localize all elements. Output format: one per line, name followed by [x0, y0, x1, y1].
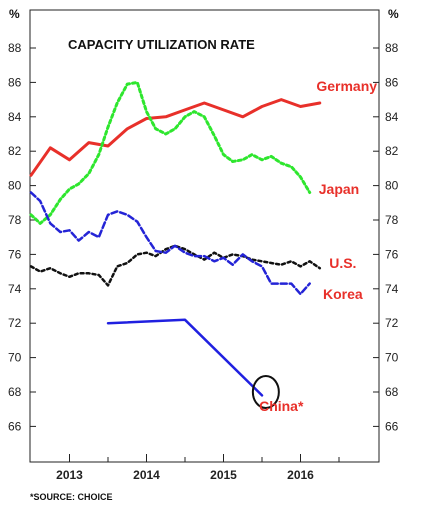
- x-tick-label: 2013: [56, 468, 83, 482]
- series-group: [29, 80, 322, 409]
- y-tick-label-left: 86: [8, 75, 22, 89]
- y-unit-left: %: [9, 7, 20, 21]
- china-highlight-ellipse: [251, 375, 280, 409]
- y-tick-label-left: 74: [8, 282, 22, 296]
- x-tick-label: 2015: [210, 468, 237, 482]
- series-label-china: China*: [259, 398, 304, 414]
- series-labels: Germany Japan U.S. Korea China*: [259, 78, 377, 414]
- y-axis-left: 66 68 70 72 74 76 78 80 82 84 86 88: [8, 41, 36, 433]
- y-tick-label-left: 76: [8, 247, 22, 261]
- y-tick-label-left: 78: [8, 213, 22, 227]
- y-tick-label-right: 84: [385, 110, 399, 124]
- y-tick-label-left: 66: [8, 419, 22, 433]
- y-tick-label-right: 66: [385, 419, 399, 433]
- y-tick-label-right: 68: [385, 385, 399, 399]
- x-tick-label: 2016: [287, 468, 314, 482]
- series-label-korea: Korea: [323, 286, 363, 302]
- y-tick-label-left: 80: [8, 179, 22, 193]
- y-tick-label-right: 88: [385, 41, 399, 55]
- y-tick-label-right: 80: [385, 179, 399, 193]
- y-axis-right: 66 68 70 72 74 76 78 80 82 84 86 88: [373, 41, 399, 433]
- series-line-germany: [29, 98, 322, 177]
- y-tick-label-right: 82: [385, 144, 399, 158]
- x-axis: 2013 2014 2015 2016: [56, 454, 340, 482]
- x-tick-label: 2014: [133, 468, 160, 482]
- y-tick-label-right: 74: [385, 282, 399, 296]
- y-tick-label-right: 76: [385, 247, 399, 261]
- y-tick-label-left: 70: [8, 351, 22, 365]
- series-line-us: [29, 244, 322, 287]
- series-line-japan: [29, 80, 312, 225]
- y-tick-label-right: 70: [385, 351, 399, 365]
- series-label-us: U.S.: [329, 255, 356, 271]
- y-tick-label-right: 86: [385, 75, 399, 89]
- series-label-japan: Japan: [319, 181, 359, 197]
- y-tick-label-right: 72: [385, 316, 399, 330]
- series-line-china: [106, 318, 264, 397]
- series-line-korea: [29, 191, 311, 296]
- y-tick-label-left: 82: [8, 144, 22, 158]
- y-tick-label-left: 68: [8, 385, 22, 399]
- y-tick-label-left: 84: [8, 110, 22, 124]
- y-tick-label-left: 72: [8, 316, 22, 330]
- y-tick-label-left: 88: [8, 41, 22, 55]
- source-note: *SOURCE: CHOICE: [30, 492, 113, 502]
- series-label-germany: Germany: [316, 78, 377, 94]
- chart-title: CAPACITY UTILIZATION RATE: [68, 37, 255, 52]
- y-unit-right: %: [388, 7, 399, 21]
- plot-frame: [29, 9, 380, 463]
- y-tick-label-right: 78: [385, 213, 399, 227]
